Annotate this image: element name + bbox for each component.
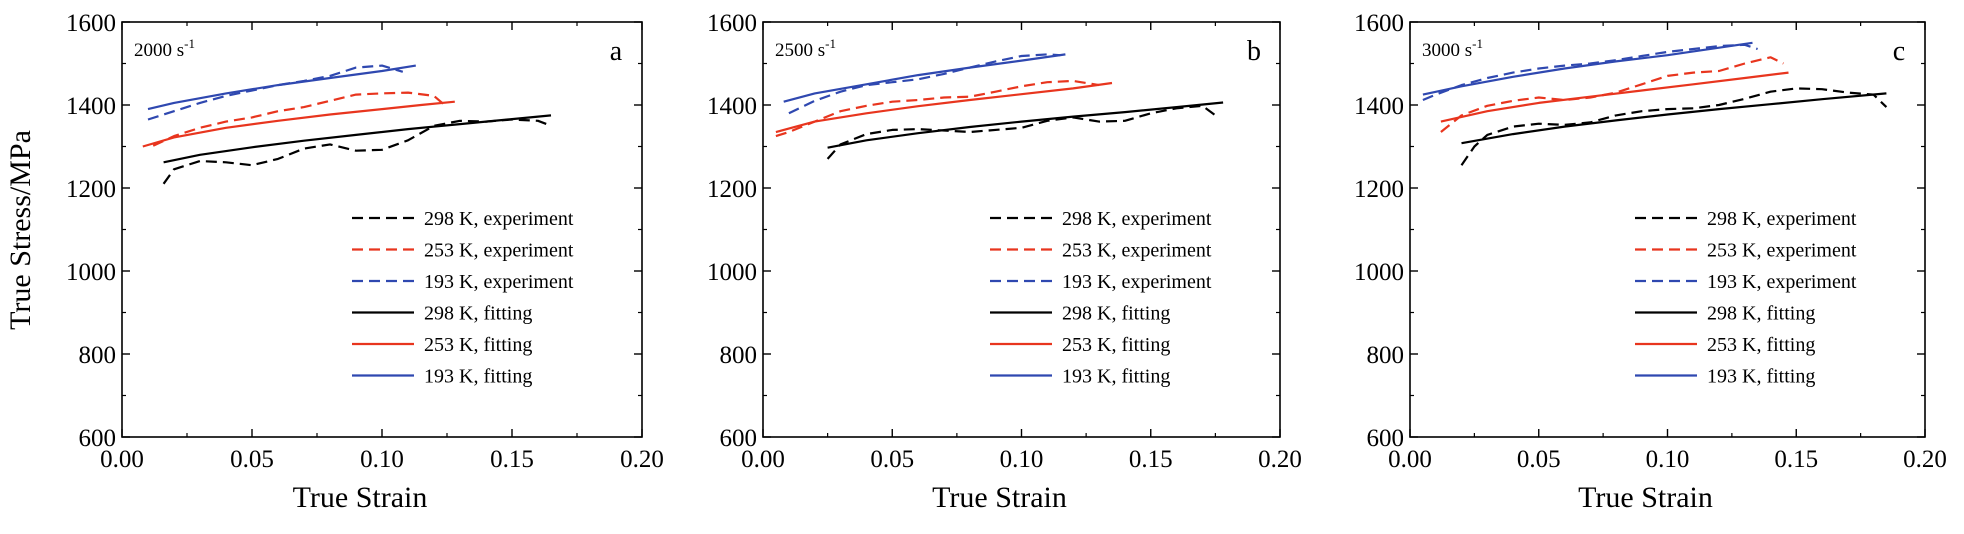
strain-rate-value: 3000 s [1422, 40, 1472, 61]
y-tick-label: 1400 [66, 93, 116, 120]
x-tick-label: 0.10 [360, 446, 404, 473]
y-tick-label: 1000 [707, 259, 757, 286]
series-line-3 [827, 101, 1224, 149]
panel-letter: b [1247, 36, 1261, 67]
y-tick-label: 1600 [66, 10, 116, 37]
x-tick-label: 0.15 [490, 446, 534, 473]
series-line-0 [1460, 87, 1888, 166]
y-axis-label: True Stress/MPa [4, 130, 37, 330]
x-axis-label: True Strain [1578, 481, 1713, 514]
x-tick-label: 0.05 [1517, 446, 1561, 473]
y-tick-label: 1600 [707, 10, 757, 37]
series-line-4 [1440, 71, 1789, 123]
series-line-5 [147, 64, 416, 111]
legend-entry: 253 K, fitting [424, 334, 532, 356]
legend-entry: 253 K, experiment [424, 240, 574, 262]
panel-letter: c [1893, 36, 1905, 67]
legend-entry: 298 K, fitting [1707, 303, 1815, 325]
legend-entry: 193 K, experiment [1707, 271, 1857, 293]
x-tick-label: 0.15 [1774, 446, 1818, 473]
strain-rate-exponent: -1 [825, 36, 836, 51]
legend-entry: 193 K, experiment [1062, 271, 1212, 293]
x-axis-label: True Strain [932, 481, 1067, 514]
y-tick-label: 600 [720, 425, 758, 452]
strain-rate-exponent: -1 [1472, 36, 1483, 51]
y-tick-label: 600 [79, 425, 117, 452]
series-line-2 [1422, 43, 1758, 102]
y-tick-label: 800 [1367, 342, 1405, 369]
x-tick-label: 0.00 [100, 446, 144, 473]
y-tick-label: 1400 [1354, 93, 1404, 120]
y-tick-label: 1200 [66, 176, 116, 203]
legend-entry: 253 K, fitting [1062, 334, 1170, 356]
y-tick-label: 1200 [1354, 176, 1404, 203]
series-line-1 [1440, 56, 1784, 133]
legend-entry: 253 K, experiment [1707, 240, 1857, 262]
panel-a: True Stress/MPa 0.00 0.05 0.10 0.15 0.20 600 8… [4, 10, 664, 514]
x-tick-label: 0.00 [741, 446, 785, 473]
panel-b: 0.00 0.05 0.10 0.15 0.20 600 800 1000 1200 1400 16… [707, 10, 1302, 514]
series-line-1 [152, 91, 448, 147]
legend-entry: 193 K, fitting [1707, 366, 1815, 388]
y-tick-label: 1000 [1354, 259, 1404, 286]
legend-entry: 298 K, experiment [1062, 208, 1212, 230]
legend-entry: 193 K, fitting [1062, 366, 1170, 388]
series-line-0 [826, 104, 1217, 160]
x-tick-label: 0.20 [1258, 446, 1302, 473]
series-line-3 [163, 114, 552, 164]
legend-entry: 193 K, experiment [424, 271, 574, 293]
y-tick-label: 800 [79, 342, 117, 369]
x-tick-label: 0.10 [1000, 446, 1044, 473]
series-line-2 [788, 53, 1061, 115]
strain-rate-label: 3000 s-1 [1422, 36, 1483, 61]
panel-letter: a [610, 36, 623, 67]
series-line-5 [783, 53, 1066, 103]
x-tick-label: 0.20 [1903, 446, 1947, 473]
legend-entry: 298 K, experiment [1707, 208, 1857, 230]
panel-c: 0.00 0.05 0.10 0.15 0.20 600 800 1000 1200 1400 16… [1354, 10, 1947, 514]
legend-entry: 253 K, experiment [1062, 240, 1212, 262]
strain-rate-label: 2500 s-1 [775, 36, 836, 61]
y-tick-label: 1600 [1354, 10, 1404, 37]
series-line-5 [1422, 41, 1753, 96]
legend-entry: 298 K, fitting [424, 303, 532, 325]
x-axis-label: True Strain [293, 481, 428, 514]
x-tick-label: 0.10 [1646, 446, 1690, 473]
y-tick-label: 600 [1367, 425, 1405, 452]
strain-rate-value: 2000 s [134, 40, 184, 61]
strain-rate-value: 2500 s [775, 40, 825, 61]
series-line-3 [1461, 92, 1887, 145]
x-tick-label: 0.20 [620, 446, 664, 473]
legend-entry: 298 K, experiment [424, 208, 574, 230]
legend-entry: 298 K, fitting [1062, 303, 1170, 325]
x-tick-label: 0.00 [1388, 446, 1432, 473]
x-tick-label: 0.05 [230, 446, 274, 473]
legend-entry: 253 K, fitting [1707, 334, 1815, 356]
series-line-4 [142, 100, 455, 148]
strain-rate-exponent: -1 [184, 36, 195, 51]
y-tick-label: 1400 [707, 93, 757, 120]
y-tick-label: 1200 [707, 176, 757, 203]
y-tick-label: 800 [720, 342, 758, 369]
y-tick-label: 1000 [66, 259, 116, 286]
legend-entry: 193 K, fitting [424, 366, 532, 388]
x-tick-label: 0.15 [1129, 446, 1173, 473]
series-line-1 [775, 79, 1100, 138]
x-tick-label: 0.05 [870, 446, 914, 473]
strain-rate-label: 2000 s-1 [134, 36, 195, 61]
series-line-2 [147, 64, 404, 121]
series-line-4 [775, 81, 1113, 134]
